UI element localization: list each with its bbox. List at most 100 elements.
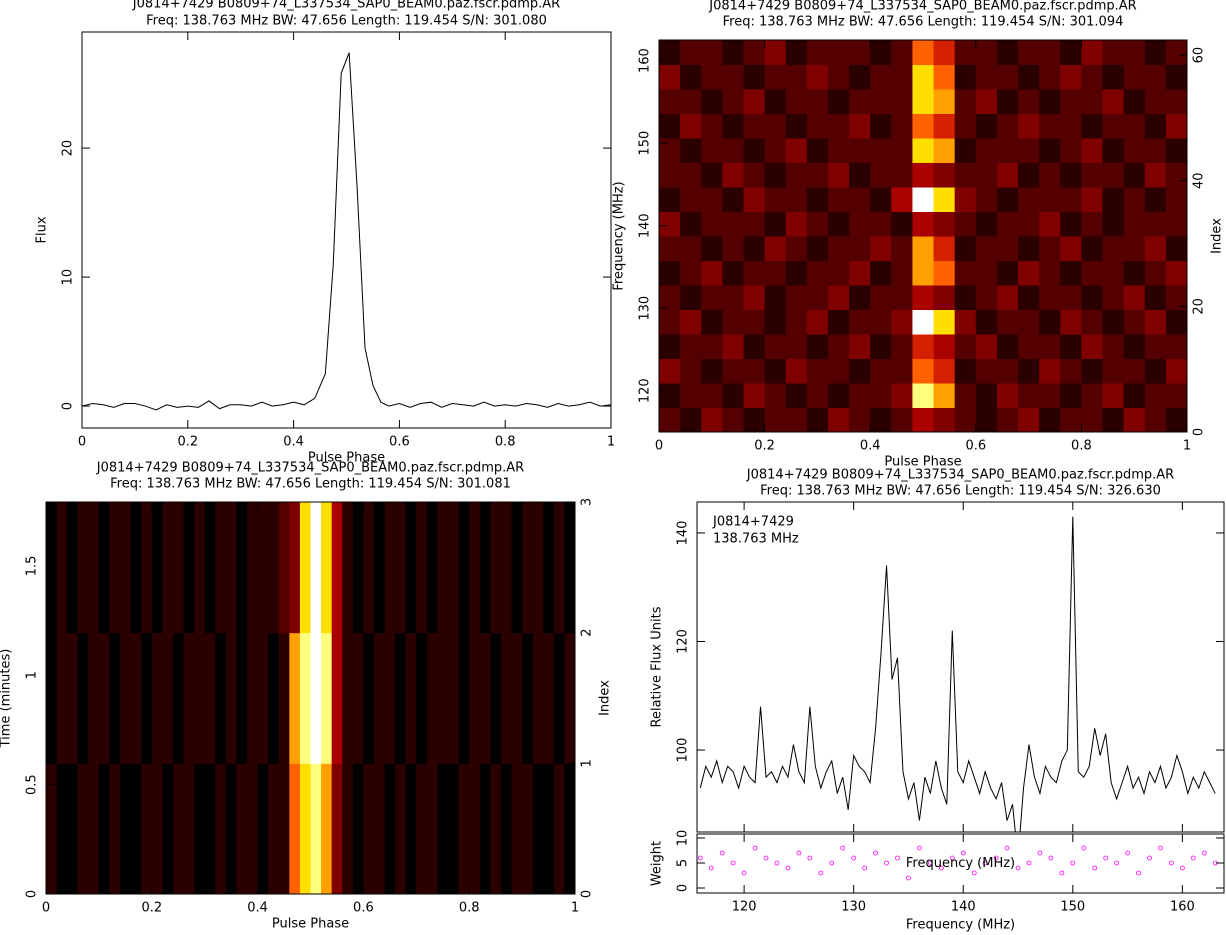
x-tick-label: 0.8 — [1071, 439, 1092, 454]
plot-frame — [81, 31, 612, 429]
x-tick-label: 0.6 — [353, 901, 374, 916]
heat-cell — [183, 763, 195, 895]
heat-cell — [827, 138, 850, 163]
heat-cell — [522, 632, 534, 764]
weight-point — [1103, 855, 1109, 861]
heat-cell — [1144, 89, 1167, 114]
heat-cell — [954, 309, 977, 335]
heat-cell — [659, 358, 681, 384]
heat-cell — [1081, 334, 1104, 359]
heat-cell — [933, 334, 956, 359]
heat-cell — [975, 236, 998, 261]
heat-cell — [975, 285, 998, 310]
heat-cell — [98, 763, 110, 895]
weight-point — [1048, 855, 1054, 861]
heat-cell — [849, 211, 871, 237]
heat-cell — [1165, 260, 1188, 286]
chart-subtitle: Freq: 138.763 MHz BW: 47.656 Length: 119… — [723, 15, 1124, 30]
heat-cell — [543, 763, 555, 895]
heat-cell — [257, 763, 269, 895]
heat-cell — [722, 285, 744, 310]
heat-cell — [1123, 285, 1146, 310]
heat-cell — [1060, 64, 1082, 90]
heat-cell — [553, 502, 565, 634]
heat-cell — [67, 502, 79, 634]
heat-cell — [701, 187, 723, 212]
weight-point — [1037, 850, 1043, 856]
heat-cell — [827, 162, 850, 188]
heat-cell — [1039, 334, 1061, 359]
y-tick-label: 10 — [61, 269, 76, 286]
heat-cell — [975, 89, 998, 114]
heat-cell — [722, 187, 744, 212]
heat-cell — [1165, 309, 1188, 335]
heat-cell — [806, 187, 829, 212]
x-tick-label: 160 — [1170, 900, 1195, 915]
heat-cell — [109, 763, 121, 895]
heat-cell — [373, 502, 386, 634]
heat-cell — [975, 334, 998, 359]
heat-cell — [363, 502, 375, 634]
heat-cell — [743, 113, 766, 139]
heat-cell — [194, 502, 206, 634]
heat-cell — [680, 309, 702, 335]
heat-cell — [764, 236, 787, 261]
heat-cell — [764, 358, 787, 384]
heat-cell — [437, 632, 449, 764]
heat-cell — [1060, 236, 1082, 261]
heat-cell — [722, 334, 744, 359]
heat-cell — [490, 632, 502, 764]
y-tick-label: 10 — [676, 830, 691, 847]
heat-cell — [532, 502, 544, 634]
heat-cell — [458, 502, 470, 634]
heat-cell — [342, 632, 354, 764]
heat-cell — [659, 162, 681, 188]
heat-cell — [553, 763, 565, 895]
weight-point — [982, 860, 988, 866]
weight-point — [884, 860, 889, 866]
heat-cell — [975, 383, 998, 408]
heat-cell — [680, 40, 702, 65]
heat-cell — [975, 138, 998, 163]
heat-cell — [912, 334, 935, 359]
heat-cell — [1123, 89, 1146, 114]
heat-cell — [469, 632, 481, 764]
heat-cell — [1144, 358, 1167, 384]
heat-cell — [722, 260, 744, 286]
heat-cell — [247, 763, 259, 895]
y-tick-label: 150 — [638, 131, 653, 156]
heat-cell — [77, 502, 89, 634]
heat-cell — [722, 383, 744, 408]
chart-title: J0814+7429 B0809+74_L337534_SAP0_BEAM0.p… — [132, 0, 560, 12]
heat-cell — [1165, 187, 1188, 212]
heat-cell — [204, 632, 216, 764]
heat-cell — [479, 632, 491, 764]
heat-cell — [870, 260, 892, 286]
heat-cell — [806, 334, 829, 359]
x-tick-label: 0.6 — [389, 435, 410, 450]
heat-cell — [225, 632, 237, 764]
heat-cell — [849, 64, 871, 90]
heat-cell — [1144, 113, 1167, 139]
heat-cell — [67, 763, 79, 895]
heat-cell — [701, 162, 723, 188]
heat-cell — [437, 763, 449, 895]
heat-cell — [954, 187, 977, 212]
heat-cell — [743, 383, 766, 408]
heat-cell — [912, 64, 935, 90]
heat-cell — [827, 89, 850, 114]
weight-point — [763, 855, 769, 861]
weight-point — [1158, 845, 1163, 851]
heat-cell — [321, 632, 333, 764]
x-tick-label: 150 — [1060, 900, 1085, 915]
heat-cell — [827, 187, 850, 212]
heat-cell — [891, 285, 913, 310]
heat-cell — [743, 358, 766, 384]
heat-cell — [1018, 138, 1040, 163]
heat-cell — [183, 502, 195, 634]
heat-cell — [1123, 383, 1146, 408]
heat-cell — [522, 763, 534, 895]
heat-cell — [680, 358, 702, 384]
heat-cell — [680, 236, 702, 261]
